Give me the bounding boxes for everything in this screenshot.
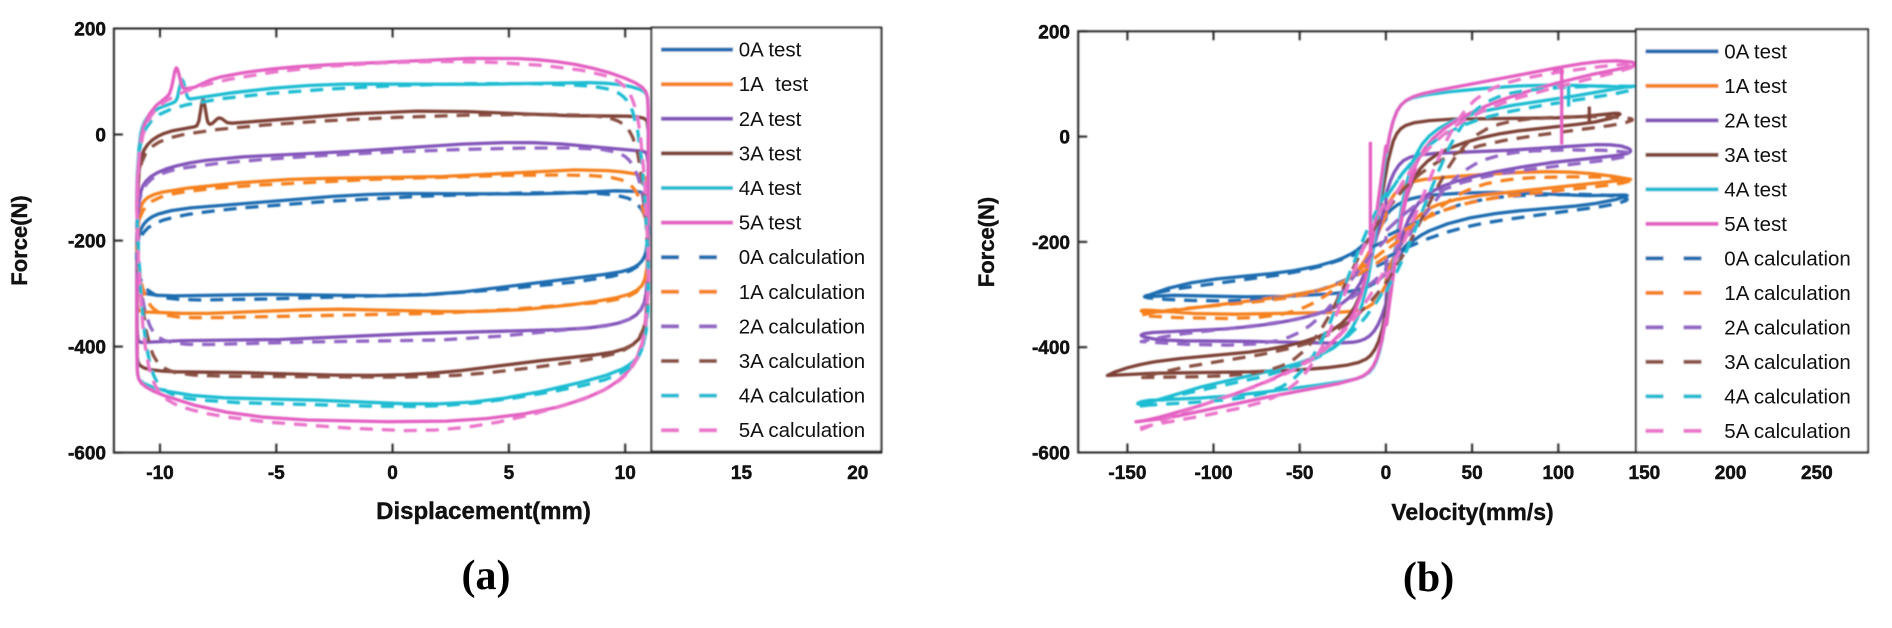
svg-text:3A test: 3A test: [739, 142, 802, 165]
svg-text:2A test: 2A test: [1724, 109, 1787, 132]
svg-text:15: 15: [731, 463, 753, 484]
svg-text:-10: -10: [146, 463, 173, 484]
svg-text:-400: -400: [68, 338, 106, 359]
svg-text:-50: -50: [1286, 463, 1313, 484]
svg-text:10: 10: [615, 463, 636, 484]
svg-text:20: 20: [847, 463, 868, 484]
svg-text:2A calculation: 2A calculation: [1724, 316, 1851, 339]
svg-text:-100: -100: [1194, 463, 1232, 484]
svg-text:1A test: 1A test: [739, 73, 809, 96]
svg-text:0: 0: [1381, 463, 1392, 484]
svg-text:3A test: 3A test: [1724, 144, 1787, 167]
svg-text:200: 200: [1038, 22, 1070, 43]
svg-text:1A test: 1A test: [1724, 75, 1787, 98]
svg-text:4A test: 4A test: [1724, 178, 1787, 201]
svg-text:5A calculation: 5A calculation: [739, 419, 866, 442]
svg-text:0A calculation: 0A calculation: [739, 246, 866, 269]
svg-text:250: 250: [1801, 463, 1833, 484]
svg-text:-400: -400: [1032, 338, 1070, 359]
svg-text:4A calculation: 4A calculation: [739, 385, 866, 408]
svg-text:2A calculation: 2A calculation: [739, 315, 866, 338]
svg-text:0: 0: [387, 463, 398, 484]
svg-text:1A calculation: 1A calculation: [739, 281, 866, 304]
svg-text:0A test: 0A test: [1724, 40, 1787, 63]
svg-text:Force(N): Force(N): [974, 197, 999, 287]
svg-text:0: 0: [95, 126, 106, 147]
svg-text:-150: -150: [1108, 463, 1146, 484]
svg-text:Velocity(mm/s): Velocity(mm/s): [1391, 499, 1553, 525]
svg-text:-200: -200: [1032, 233, 1070, 254]
svg-text:150: 150: [1629, 463, 1661, 484]
svg-text:3A calculation: 3A calculation: [739, 350, 866, 373]
svg-text:5A calculation: 5A calculation: [1724, 420, 1851, 443]
svg-text:-200: -200: [68, 232, 106, 253]
svg-text:4A test: 4A test: [739, 177, 802, 200]
svg-text:5A test: 5A test: [1724, 213, 1787, 236]
svg-text:100: 100: [1542, 463, 1574, 484]
svg-text:50: 50: [1462, 463, 1483, 484]
svg-text:5: 5: [504, 463, 515, 484]
svg-text:-5: -5: [268, 463, 285, 484]
svg-text:-600: -600: [68, 444, 106, 465]
svg-text:(a): (a): [462, 553, 511, 599]
svg-text:1A calculation: 1A calculation: [1724, 282, 1851, 305]
svg-text:0: 0: [1059, 128, 1070, 149]
svg-text:200: 200: [74, 20, 106, 41]
svg-text:2A test: 2A test: [739, 108, 802, 131]
svg-text:4A calculation: 4A calculation: [1724, 385, 1851, 408]
svg-text:(b): (b): [1403, 555, 1454, 601]
svg-text:0A calculation: 0A calculation: [1724, 247, 1851, 270]
svg-text:Force(N): Force(N): [7, 195, 32, 285]
svg-text:-600: -600: [1032, 444, 1070, 465]
svg-text:5A test: 5A test: [739, 212, 802, 235]
svg-text:Displacement(mm): Displacement(mm): [376, 498, 591, 525]
svg-text:3A calculation: 3A calculation: [1724, 351, 1851, 374]
svg-text:0A test: 0A test: [739, 39, 802, 62]
svg-text:200: 200: [1715, 463, 1747, 484]
